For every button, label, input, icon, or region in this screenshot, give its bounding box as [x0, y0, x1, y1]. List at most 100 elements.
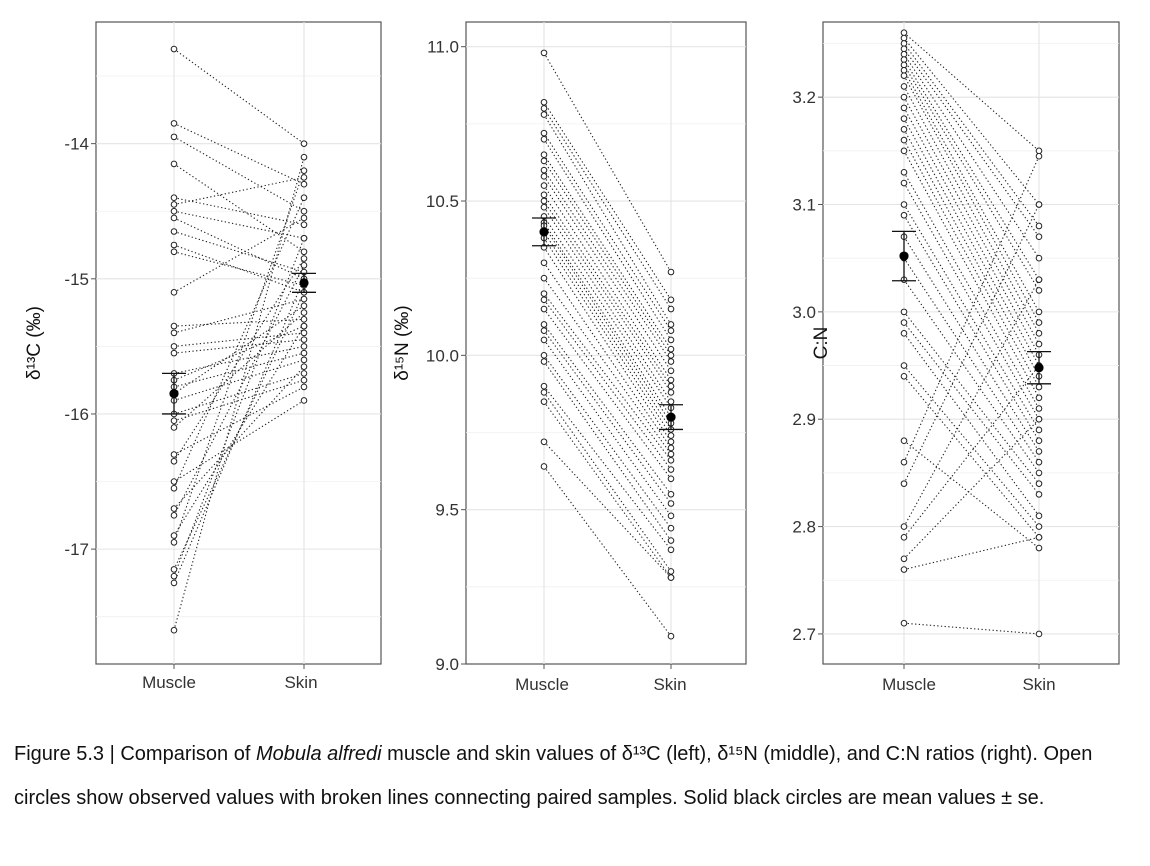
pair-line [543, 277, 672, 455]
skin-point [1035, 152, 1043, 160]
skin-point [667, 345, 675, 353]
pair-line [543, 222, 672, 418]
means-d15n [532, 217, 683, 431]
x-tick-label: Skin [1022, 675, 1055, 694]
pair-line [903, 75, 1040, 323]
muscle-point [900, 147, 908, 155]
muscle-point [900, 330, 908, 337]
skin-point [667, 524, 675, 532]
muscle-point [900, 458, 908, 466]
skin-point [300, 302, 308, 310]
skin-point [300, 397, 308, 404]
pair-line [903, 86, 1040, 334]
skin-point [1035, 147, 1043, 155]
skin-point [300, 295, 308, 303]
muscle-point [170, 478, 178, 485]
skin-point [667, 268, 675, 276]
skin-point [1035, 480, 1043, 487]
pair-line [903, 365, 1040, 527]
muscle-point [170, 505, 178, 512]
skin-point [300, 383, 308, 391]
skin-mean-point [1034, 363, 1044, 373]
pair-line [173, 197, 305, 489]
pair-line [903, 311, 1040, 484]
skin-point [300, 234, 308, 242]
muscle-point [540, 382, 548, 390]
muscle-point [170, 133, 178, 141]
skin-point [667, 500, 675, 507]
x-tick-label: Skin [653, 675, 686, 694]
skin-point [1035, 254, 1043, 262]
muscle-point [540, 151, 548, 159]
skin-point [300, 370, 308, 377]
muscle-point [170, 201, 178, 208]
muscle-point [540, 259, 548, 267]
pair-line [173, 244, 305, 293]
pair-line [903, 64, 1040, 291]
skin-point [300, 214, 308, 222]
muscle-point [170, 349, 178, 357]
skin-point [1035, 469, 1043, 477]
pair-line [543, 216, 672, 409]
muscle-point [540, 105, 548, 112]
pair-line [173, 122, 305, 185]
skin-point [300, 248, 308, 256]
pair-line [173, 305, 305, 395]
skin-point [1035, 534, 1043, 541]
skin-point [667, 632, 675, 640]
muscle-point [900, 437, 908, 444]
pair-lines-d13c [173, 48, 305, 631]
pair-line [543, 176, 672, 372]
skin-point [667, 389, 675, 396]
muscle-point [170, 626, 178, 634]
pair-line [173, 352, 305, 388]
muscle-point [540, 327, 548, 334]
skin-point [667, 537, 675, 544]
muscle-point [900, 29, 908, 37]
pair-line [173, 136, 305, 212]
skin-point [300, 363, 308, 370]
pair-line [543, 200, 672, 393]
x-tick-label: Muscle [142, 673, 196, 692]
muscle-point [170, 241, 178, 249]
panel-cn: 2.7 2.8 2.9 3.0 3.1 3.2 Muscle Skin C:N [792, 21, 1120, 694]
pair-line [173, 325, 305, 381]
muscle-mean-point [539, 227, 549, 237]
pair-line [903, 236, 1040, 452]
skin-point [667, 444, 675, 452]
skin-point [667, 305, 675, 313]
y-tick-label: 10.0 [426, 346, 459, 365]
muscle-point [540, 182, 548, 189]
muscle-point [900, 50, 908, 58]
pair-line [543, 247, 672, 443]
muscle-point [900, 566, 908, 573]
muscle-point [900, 67, 908, 74]
pair-line [173, 48, 305, 145]
skin-point [300, 167, 308, 174]
muscle-point [540, 321, 548, 328]
skin-point [667, 574, 675, 581]
x-tick-label: Muscle [515, 675, 569, 694]
pair-line [173, 170, 305, 543]
skin-point [667, 376, 675, 384]
muscle-point [900, 93, 908, 101]
pair-line [543, 194, 672, 387]
pair-line [903, 257, 1040, 463]
skin-point [300, 221, 308, 229]
pair-line [543, 330, 672, 504]
x-ticks-cn: Muscle Skin [882, 664, 1056, 694]
skin-point [667, 432, 675, 439]
skin-point [667, 296, 675, 304]
pair-line [173, 230, 305, 273]
skin-point [1035, 340, 1043, 348]
muscle-point [540, 305, 548, 313]
skin-point [300, 261, 308, 269]
muscle-point [900, 56, 908, 63]
pair-line [543, 262, 672, 449]
skin-mean-point [299, 278, 309, 288]
pair-line [543, 160, 672, 356]
y-tick-label: 3.1 [792, 196, 816, 215]
y-axis-title-cn: C:N [811, 327, 832, 360]
plot-area-d13c [95, 21, 382, 665]
pair-line [543, 441, 672, 578]
